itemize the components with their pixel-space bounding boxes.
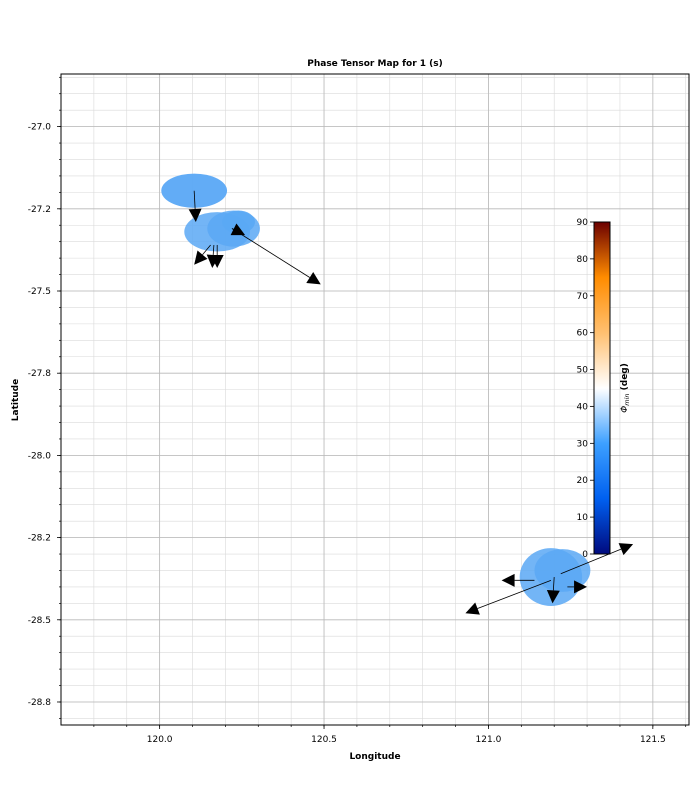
induction-arrows bbox=[188, 190, 634, 615]
arrow-head bbox=[546, 589, 560, 604]
y-tick-label: -27.8 bbox=[28, 369, 52, 379]
induction-arrow bbox=[210, 244, 224, 268]
chart-title: Phase Tensor Map for 1 (s) bbox=[307, 59, 443, 69]
arrow-shaft bbox=[212, 244, 215, 256]
arrow-head bbox=[188, 208, 202, 222]
colorbar-tick-label: 10 bbox=[577, 513, 589, 523]
colorbar-tick-label: 0 bbox=[582, 550, 588, 560]
x-axis-title: Longitude bbox=[349, 752, 400, 762]
colorbar-tick-label: 70 bbox=[577, 292, 589, 302]
colorbar-ticks: 0 10 20 30 40 50 60 70 80 90 bbox=[577, 218, 594, 560]
colorbar-label: Φmin (deg) bbox=[620, 363, 631, 413]
arrow-shaft bbox=[560, 548, 622, 575]
induction-arrow bbox=[188, 190, 202, 222]
plot-frame bbox=[60, 73, 690, 726]
arrow-head bbox=[210, 254, 224, 268]
colorbar: 0 10 20 30 40 50 60 70 80 90 Φmin (deg) bbox=[577, 218, 631, 560]
y-tick-label: -27.5 bbox=[28, 287, 51, 297]
arrow-shaft bbox=[202, 244, 211, 255]
colorbar-tick-label: 30 bbox=[577, 439, 589, 449]
y-tick-label: -28.0 bbox=[28, 451, 52, 461]
phase-tensor-ellipse bbox=[222, 210, 255, 234]
colorbar-tick-label: 50 bbox=[577, 366, 589, 376]
colorbar-tick-label: 80 bbox=[577, 255, 589, 265]
arrow-head bbox=[465, 602, 480, 615]
arrow-head bbox=[574, 580, 588, 594]
arrow-shaft bbox=[231, 228, 234, 230]
colorbar-tick-label: 20 bbox=[577, 476, 589, 486]
arrow-head bbox=[194, 250, 208, 265]
y-tick-label: -28.2 bbox=[28, 534, 51, 544]
y-axis-ticks: -27.0 -27.2 -27.5 -27.8 -28.0 -28.2 -28.5 -28.8 bbox=[28, 76, 61, 719]
x-tick-label: 121.5 bbox=[640, 735, 666, 745]
induction-arrow bbox=[560, 543, 634, 575]
x-tick-label: 121.0 bbox=[476, 735, 502, 745]
induction-arrow bbox=[230, 223, 246, 236]
arrow-head bbox=[306, 271, 321, 285]
induction-arrow bbox=[567, 580, 588, 594]
y-tick-label: -28.8 bbox=[28, 698, 52, 708]
arrow-head bbox=[618, 543, 634, 556]
induction-arrow bbox=[231, 228, 321, 285]
arrow-shaft bbox=[477, 579, 552, 609]
induction-arrow bbox=[546, 577, 560, 604]
arrow-shaft bbox=[193, 190, 196, 209]
colorbar-gradient bbox=[593, 221, 611, 555]
induction-arrow bbox=[501, 573, 535, 587]
y-axis-title: Latitude bbox=[11, 379, 21, 421]
x-tick-label: 120.0 bbox=[147, 735, 173, 745]
y-tick-label: -27.0 bbox=[28, 123, 52, 133]
y-tick-label: -27.2 bbox=[28, 205, 51, 215]
arrow-shaft bbox=[231, 228, 310, 278]
arrow-shaft bbox=[552, 577, 555, 591]
colorbar-tick-label: 60 bbox=[577, 329, 589, 339]
x-tick-label: 120.5 bbox=[311, 735, 337, 745]
arrow-head bbox=[501, 573, 515, 587]
x-axis-ticks: 120.0 120.5 121.0 121.5 bbox=[93, 725, 687, 745]
arrow-head bbox=[230, 223, 246, 236]
induction-arrow bbox=[465, 579, 552, 615]
colorbar-tick-label: 90 bbox=[577, 218, 589, 228]
induction-arrow bbox=[194, 244, 211, 265]
colorbar-tick-label: 40 bbox=[577, 402, 589, 412]
major-grid bbox=[61, 74, 689, 725]
y-tick-label: -28.5 bbox=[28, 616, 51, 626]
